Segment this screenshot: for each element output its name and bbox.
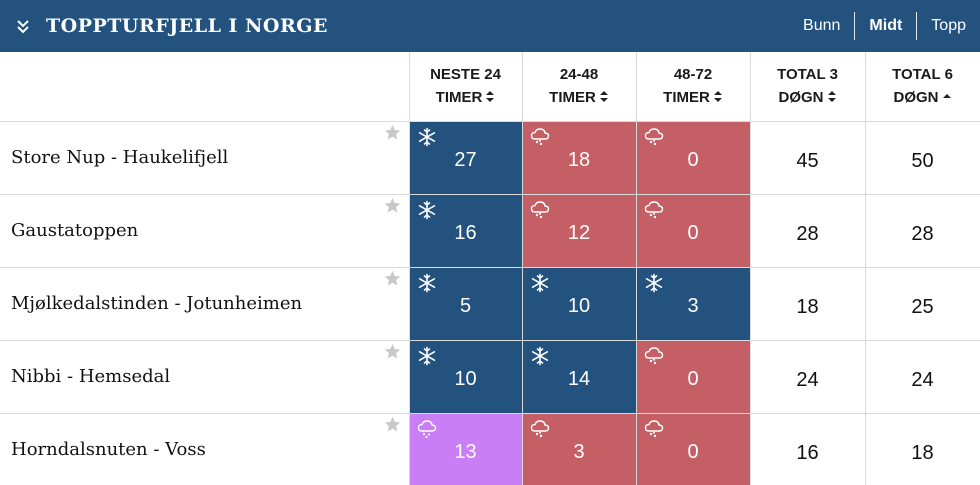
nav-topp[interactable]: Topp <box>931 17 966 34</box>
total-3-days: 16 <box>749 412 866 485</box>
elevation-nav: Bunn Midt Topp <box>789 0 980 52</box>
star-icon[interactable] <box>384 343 401 360</box>
forecast-cell: 0 <box>635 193 751 268</box>
forecast-cell: 27 <box>408 120 523 195</box>
forecast-value: 10 <box>454 368 477 390</box>
snowflake-icon <box>417 346 437 366</box>
sort-both-icon <box>827 87 837 110</box>
forecast-cell: 0 <box>635 120 751 195</box>
rain-cloud-icon <box>530 127 550 147</box>
forecast-value: 16 <box>454 222 477 244</box>
location-name[interactable]: Nibbi - Hemsedal <box>0 339 410 414</box>
nav-divider <box>854 12 856 40</box>
forecast-cell: 10 <box>408 339 523 414</box>
sleet-cloud-icon <box>417 419 437 439</box>
total-6-days: 50 <box>864 120 980 195</box>
rain-cloud-icon <box>530 200 550 220</box>
forecast-value: 18 <box>567 149 591 171</box>
location-label: Horndalsnuten - Voss <box>11 439 206 460</box>
star-icon[interactable] <box>384 124 401 141</box>
snowflake-icon <box>417 200 437 220</box>
total-3-days: 24 <box>749 339 866 414</box>
location-label: Gaustatoppen <box>11 220 139 241</box>
forecast-table: NESTE 24 TIMER 24-48 TIMER 48-72 TIMER TOTA… <box>0 52 980 485</box>
total-3-days: 18 <box>749 266 866 341</box>
forecast-value: 3 <box>687 295 699 317</box>
snowflake-icon <box>644 273 664 293</box>
total-6-days: 18 <box>864 412 980 485</box>
location-name[interactable]: Mjølkedalstinden - Jotunheimen <box>0 266 410 341</box>
location-name[interactable]: Store Nup - Haukelifjell <box>0 120 410 195</box>
rain-cloud-icon <box>644 419 664 439</box>
name-column-header <box>0 52 410 122</box>
location-label: Store Nup - Haukelifjell <box>11 147 229 168</box>
double-chevron-down-icon[interactable] <box>0 0 46 52</box>
forecast-cell: 14 <box>521 339 637 414</box>
nav-divider <box>916 12 918 40</box>
star-icon[interactable] <box>384 416 401 433</box>
total-3-days: 28 <box>749 193 866 268</box>
forecast-value: 14 <box>567 368 591 390</box>
column-header[interactable]: TOTAL 3 DØGN <box>749 52 866 122</box>
forecast-cell: 12 <box>521 193 637 268</box>
star-icon[interactable] <box>384 197 401 214</box>
snowflake-icon <box>530 273 550 293</box>
nav-midt[interactable]: Midt <box>869 17 903 34</box>
forecast-cell: 5 <box>408 266 523 341</box>
total-6-days: 25 <box>864 266 980 341</box>
page-title: TOPPTURFJELL I NORGE <box>46 15 328 37</box>
column-header[interactable]: NESTE 24 TIMER <box>408 52 523 122</box>
total-6-days: 24 <box>864 339 980 414</box>
forecast-value: 3 <box>573 441 585 463</box>
sort-both-icon <box>485 87 495 110</box>
rain-cloud-icon <box>644 127 664 147</box>
column-header[interactable]: 24-48 TIMER <box>521 52 637 122</box>
rain-cloud-icon <box>644 200 664 220</box>
location-name[interactable]: Gaustatoppen <box>0 193 410 268</box>
forecast-value: 0 <box>687 441 699 463</box>
rain-cloud-icon <box>644 346 664 366</box>
location-label: Mjølkedalstinden - Jotunheimen <box>11 293 303 314</box>
total-3-days: 45 <box>749 120 866 195</box>
sort-asc-icon <box>942 87 952 110</box>
sort-both-icon <box>713 87 723 110</box>
rain-cloud-icon <box>530 419 550 439</box>
forecast-value: 13 <box>454 441 477 463</box>
forecast-cell: 18 <box>521 120 637 195</box>
column-header[interactable]: TOTAL 6 DØGN <box>864 52 980 122</box>
snowflake-icon <box>417 273 437 293</box>
location-name[interactable]: Horndalsnuten - Voss <box>0 412 410 485</box>
snowflake-icon <box>417 127 437 147</box>
table-header-row: NESTE 24 TIMER 24-48 TIMER 48-72 TIMER TOTA… <box>0 52 980 122</box>
forecast-cell: 0 <box>635 412 751 485</box>
table-row[interactable]: Nibbi - Hemsedal 10 14 0 24 24 <box>0 339 980 414</box>
table-row[interactable]: Horndalsnuten - Voss 13 3 0 16 18 <box>0 412 980 485</box>
forecast-cell: 10 <box>521 266 637 341</box>
column-header[interactable]: 48-72 TIMER <box>635 52 751 122</box>
nav-bunn[interactable]: Bunn <box>803 17 841 34</box>
forecast-value: 5 <box>459 295 472 317</box>
forecast-cell: 13 <box>408 412 523 485</box>
forecast-cell: 16 <box>408 193 523 268</box>
forecast-cell: 3 <box>521 412 637 485</box>
snowflake-icon <box>530 346 550 366</box>
forecast-cell: 0 <box>635 339 751 414</box>
location-label: Nibbi - Hemsedal <box>11 366 171 387</box>
top-bar: TOPPTURFJELL I NORGE Bunn Midt Topp <box>0 0 980 52</box>
forecast-value: 27 <box>454 149 477 171</box>
forecast-value: 0 <box>687 368 699 390</box>
table-row[interactable]: Gaustatoppen 16 12 0 28 28 <box>0 193 980 268</box>
table-row[interactable]: Store Nup - Haukelifjell 27 18 0 45 50 <box>0 120 980 195</box>
forecast-value: 12 <box>567 222 591 244</box>
sort-both-icon <box>599 87 609 110</box>
table-row[interactable]: Mjølkedalstinden - Jotunheimen 5 10 3 18 25 <box>0 266 980 341</box>
star-icon[interactable] <box>384 270 401 287</box>
forecast-value: 0 <box>687 222 699 244</box>
forecast-cell: 3 <box>635 266 751 341</box>
total-6-days: 28 <box>864 193 980 268</box>
forecast-value: 0 <box>687 149 699 171</box>
forecast-value: 10 <box>567 295 591 317</box>
